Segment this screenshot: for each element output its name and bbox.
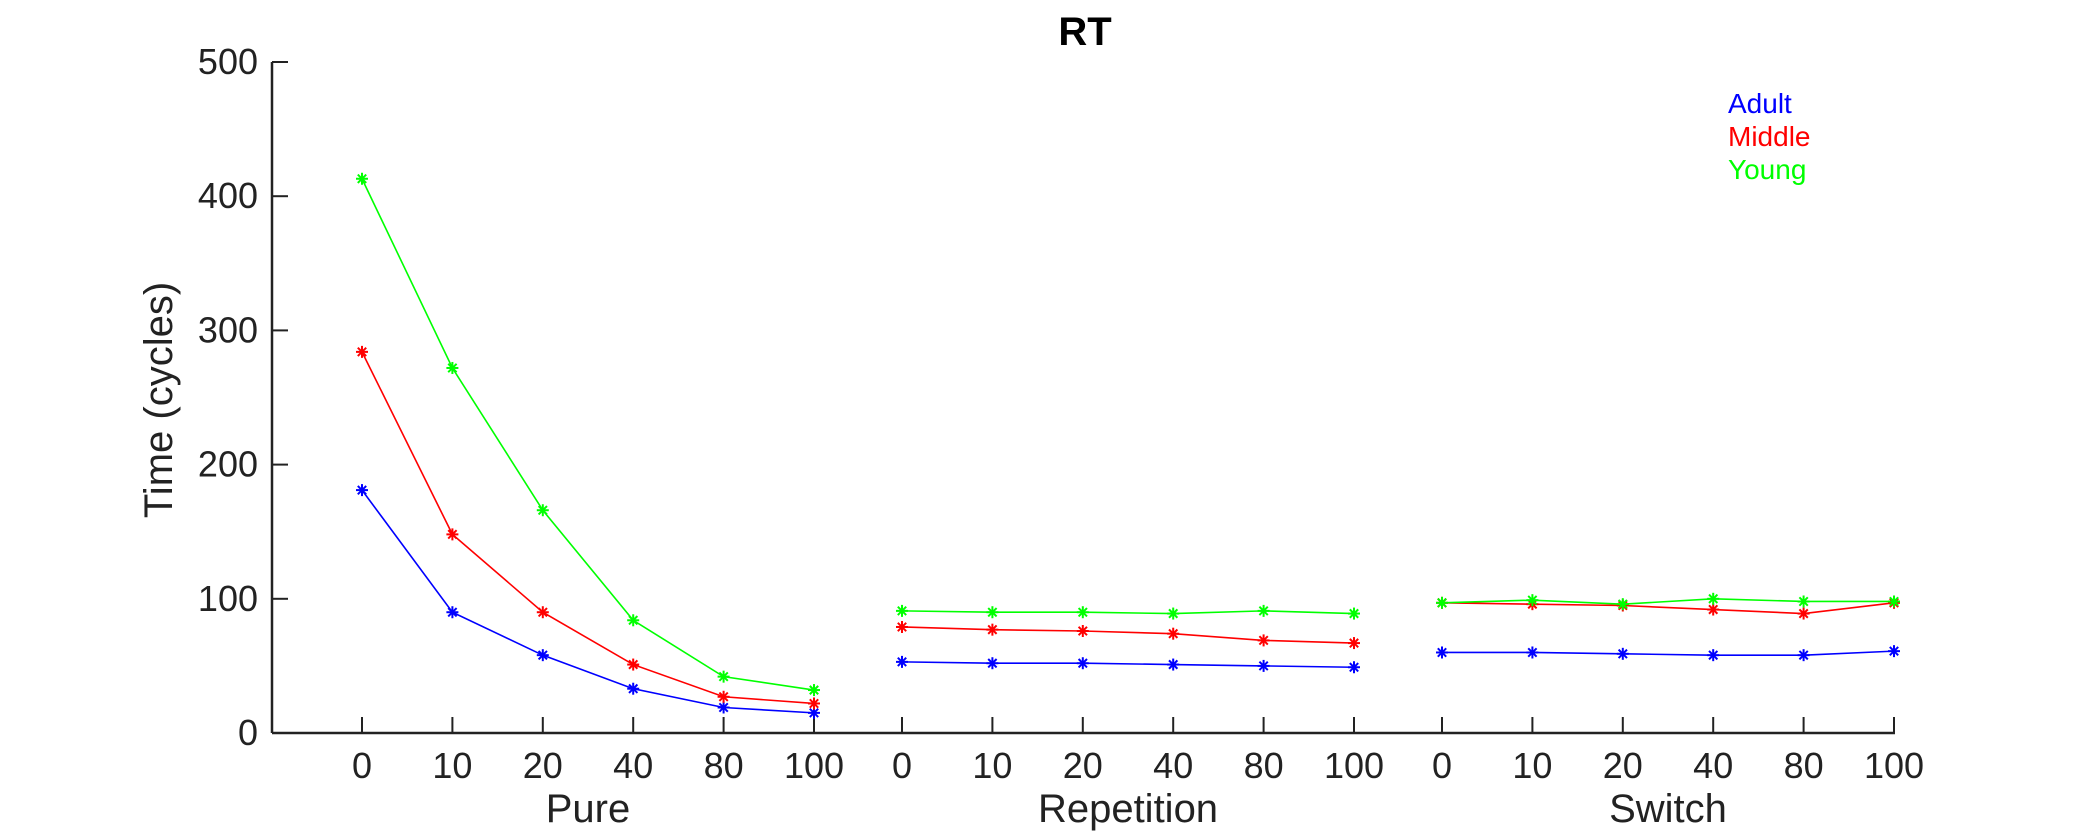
x-tick-label: 80 (704, 745, 744, 786)
data-point (1707, 603, 1720, 616)
x-tick-label: 80 (1784, 745, 1824, 786)
data-point (627, 682, 640, 695)
data-point (1257, 659, 1270, 672)
data-point (808, 684, 820, 697)
data-point (536, 606, 549, 619)
series-layer (356, 172, 1900, 719)
chart-title: RT (1058, 10, 1111, 54)
data-point (1888, 595, 1900, 608)
series-line-young (1441, 597, 1894, 605)
series-line-middle (361, 351, 815, 705)
x-tick-label: 100 (784, 745, 844, 786)
series-line-young (361, 178, 815, 691)
series-line-adult (901, 661, 1355, 669)
x-group-label: Switch (1609, 787, 1727, 831)
data-point (1797, 595, 1810, 608)
data-point (1436, 596, 1448, 609)
series-young (356, 172, 1900, 697)
data-point (1707, 592, 1720, 605)
data-point (1257, 604, 1270, 617)
data-point (1797, 607, 1810, 620)
y-tick-label: 300 (198, 309, 258, 350)
data-point (1348, 661, 1360, 674)
data-point (1526, 646, 1539, 659)
y-tick-label: 500 (198, 41, 258, 82)
series-line-young (901, 610, 1355, 615)
data-point (536, 649, 549, 662)
data-point (1526, 594, 1539, 607)
x-tick-label: 80 (1244, 745, 1284, 786)
data-point (896, 620, 908, 633)
data-point (1076, 657, 1089, 670)
data-point (1257, 634, 1270, 647)
data-point (986, 657, 999, 670)
data-point (717, 701, 730, 714)
data-point (1707, 649, 1720, 662)
legend-entry-adult: Adult (1728, 88, 1792, 119)
y-tick-label: 200 (198, 444, 258, 485)
x-tick-label: 100 (1324, 745, 1384, 786)
x-tick-label: 40 (1153, 745, 1193, 786)
data-point (356, 484, 368, 497)
data-point (356, 172, 368, 185)
series-middle (356, 345, 1900, 710)
data-point (1436, 646, 1448, 659)
data-point (446, 606, 459, 619)
data-point (1348, 607, 1360, 620)
legend-entry-middle: Middle (1728, 121, 1810, 152)
series-line-middle (1441, 602, 1895, 615)
y-tick-label: 100 (198, 578, 258, 619)
data-point (896, 604, 908, 617)
x-group-label: Pure (546, 787, 631, 831)
data-point (1076, 606, 1089, 619)
data-point (808, 697, 820, 710)
y-tick-label: 400 (198, 175, 258, 216)
data-point (1797, 649, 1810, 662)
data-point (896, 655, 908, 668)
x-tick-label: 10 (972, 745, 1012, 786)
data-point (1076, 625, 1089, 638)
data-point (1167, 658, 1180, 671)
data-point (1888, 645, 1900, 658)
data-point (446, 528, 459, 541)
series-line-adult (1442, 650, 1895, 656)
x-group-label: Repetition (1038, 787, 1218, 831)
x-tick-label: 20 (1603, 745, 1643, 786)
x-tick-label: 0 (892, 745, 912, 786)
series-line-middle (901, 626, 1355, 644)
x-tick-label: 0 (352, 745, 372, 786)
data-point (717, 690, 730, 703)
data-point (1167, 627, 1180, 640)
data-point (627, 658, 640, 671)
data-point (1348, 637, 1360, 650)
series-line-adult (361, 489, 815, 714)
x-tick-label: 0 (1432, 745, 1452, 786)
data-point (627, 614, 640, 627)
data-point (717, 670, 730, 683)
x-tick-label: 40 (613, 745, 653, 786)
legend-entry-young: Young (1728, 154, 1806, 185)
x-tick-label: 20 (523, 745, 563, 786)
data-point (1616, 647, 1629, 660)
data-point (1167, 607, 1180, 620)
x-tick-label: 100 (1864, 745, 1924, 786)
data-point (356, 345, 368, 358)
data-point (536, 504, 549, 517)
x-tick-label: 40 (1693, 745, 1733, 786)
x-tick-label: 10 (432, 745, 472, 786)
x-tick-label: 20 (1063, 745, 1103, 786)
y-tick-label: 0 (238, 712, 258, 753)
series-adult (356, 484, 1900, 719)
data-point (1616, 598, 1629, 611)
data-point (446, 361, 459, 374)
data-point (986, 623, 999, 636)
y-axis-title: Time (cycles) (137, 282, 181, 518)
data-point (986, 606, 999, 619)
x-tick-label: 10 (1512, 745, 1552, 786)
